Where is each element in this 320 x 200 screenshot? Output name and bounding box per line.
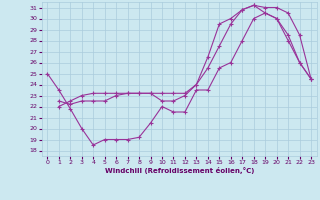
X-axis label: Windchill (Refroidissement éolien,°C): Windchill (Refroidissement éolien,°C): [105, 167, 254, 174]
